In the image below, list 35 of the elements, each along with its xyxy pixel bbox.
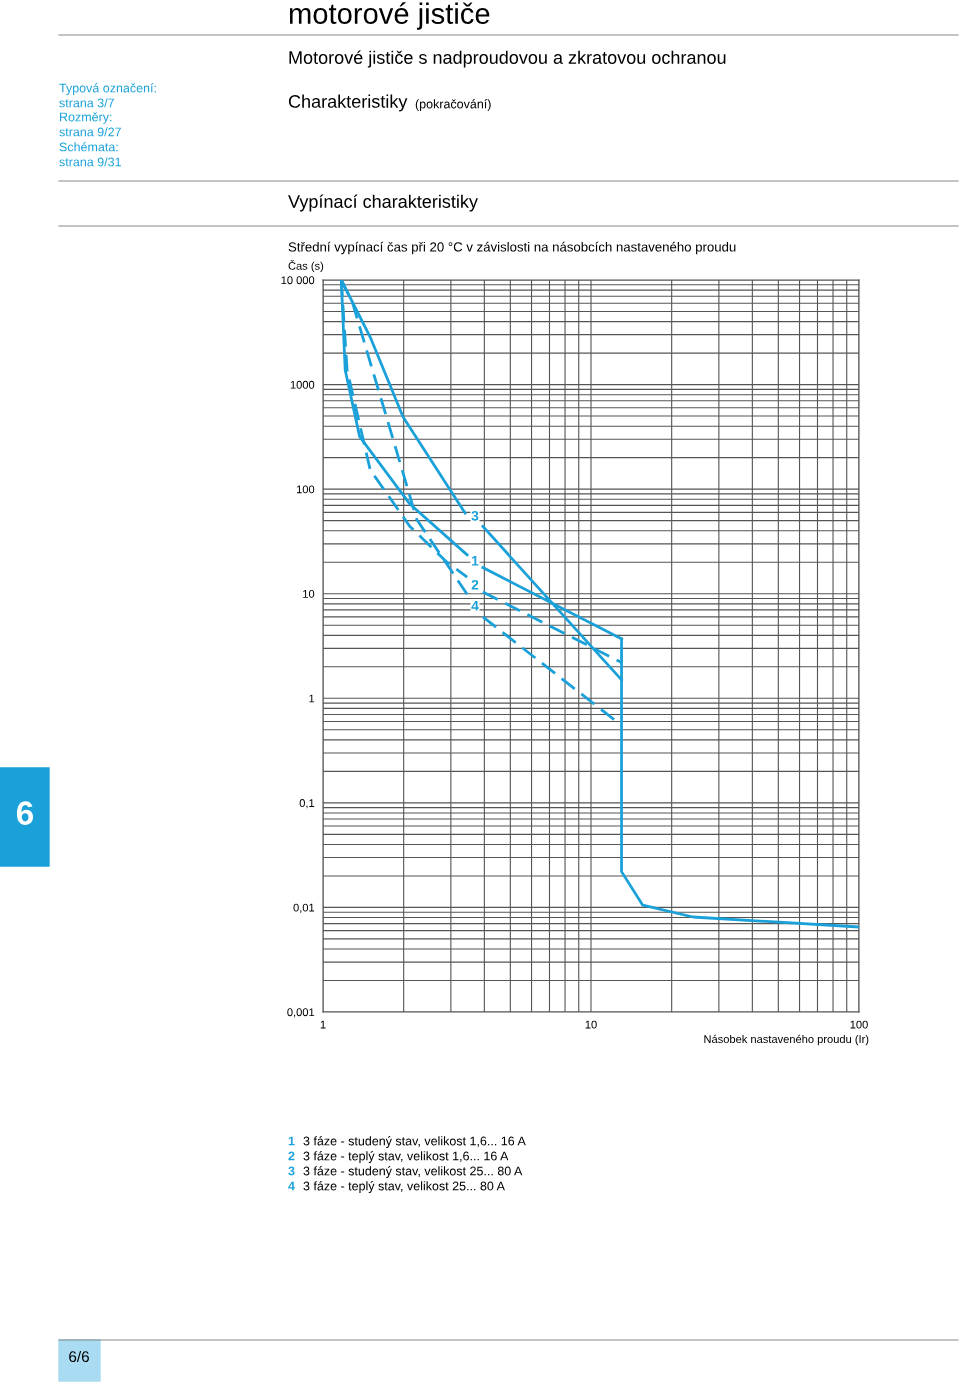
text: 3 3 fáze - studený stav, velikost 25... 80 A bbox=[288, 1166, 523, 1178]
text: 2 3 fáze - teplý stav, velikost 1,6... 16 A bbox=[288, 1151, 509, 1163]
x-tick-label: 1 bbox=[320, 1020, 326, 1029]
text: (pokračování) bbox=[415, 99, 491, 111]
x-tick-label: 100 bbox=[850, 1020, 868, 1029]
y-tick-label: 10 bbox=[303, 589, 315, 598]
y-tick-label: 100 bbox=[296, 485, 315, 494]
text: strana 3/7 bbox=[59, 98, 114, 108]
text: Motorové jističe s nadproudovou a zkratovou ochranou bbox=[289, 50, 726, 68]
series-label: 3 bbox=[471, 510, 479, 521]
series-label: 2 bbox=[471, 579, 479, 590]
text: 1 3 fáze - studený stav, velikost 1,6... 16 A bbox=[288, 1136, 526, 1148]
y-tick-label: 1000 bbox=[290, 380, 315, 389]
series-label: 4 bbox=[471, 601, 479, 611]
text: Charakteristiky bbox=[288, 94, 408, 112]
text: 4 3 fáze - teplý stav, velikost 25... 80 A bbox=[288, 1181, 505, 1193]
text: strana 9/31 bbox=[59, 157, 121, 167]
text: Typová označení: bbox=[59, 83, 156, 95]
text: strana 9/27 bbox=[59, 127, 121, 137]
y-tick-label: 0,1 bbox=[299, 799, 315, 809]
y-tick-label: 1 bbox=[309, 694, 315, 703]
y-tick-label: 0,01 bbox=[293, 903, 315, 913]
text: 6 bbox=[16, 801, 34, 825]
y-axis-title: Čas (s) bbox=[288, 259, 324, 272]
x-axis-title: Násobek nastaveného proudu (Ir) bbox=[704, 1034, 869, 1046]
text: 6/6 bbox=[69, 1350, 89, 1363]
text: Vypínací charakteristiky bbox=[288, 194, 478, 212]
chart-title: Střední vypínací čas při 20 °C v závislosti na násobcích nastaveného proudu bbox=[288, 241, 736, 255]
text: Rozměry: bbox=[60, 112, 112, 124]
y-tick-label: 10 000 bbox=[281, 276, 315, 285]
series-label: 1 bbox=[472, 556, 479, 566]
text: Schémata: bbox=[59, 142, 118, 152]
x-tick-label: 10 bbox=[585, 1020, 597, 1029]
y-tick-label: 0,001 bbox=[287, 1008, 315, 1018]
text: motorové jističe bbox=[289, 2, 490, 30]
